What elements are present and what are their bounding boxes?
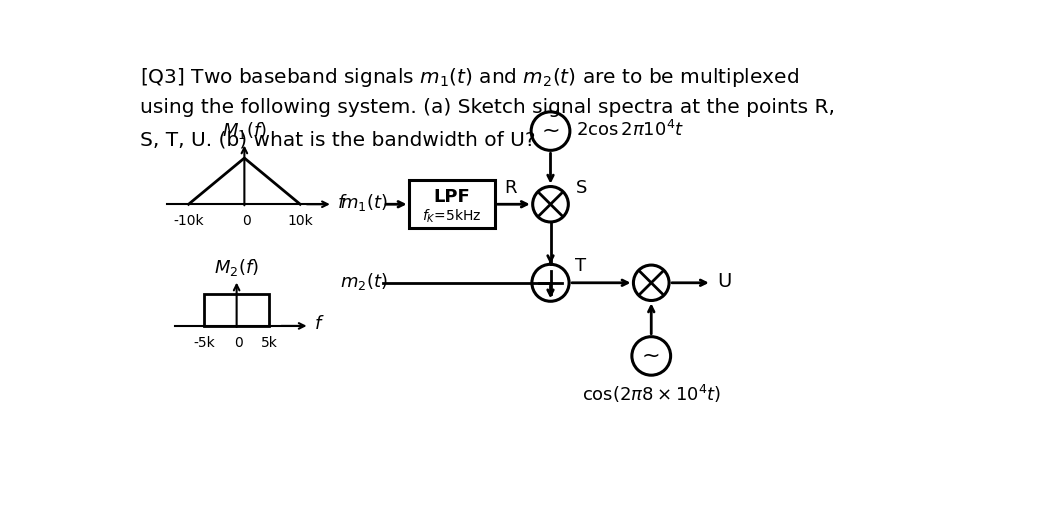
Text: 10k: 10k <box>287 214 313 228</box>
Text: S: S <box>577 179 587 197</box>
Bar <box>204 294 269 326</box>
Text: $\cos(2\pi 8\times 10^4 t)$: $\cos(2\pi 8\times 10^4 t)$ <box>582 383 721 405</box>
Text: 0: 0 <box>234 336 243 350</box>
Text: $f$: $f$ <box>337 194 347 212</box>
Text: -5k: -5k <box>193 336 215 350</box>
Text: R: R <box>504 179 516 197</box>
Text: $f$: $f$ <box>314 315 325 333</box>
Text: $m_2(t)$: $m_2(t)$ <box>340 271 388 292</box>
Text: ~: ~ <box>642 346 661 366</box>
Text: $M_2(f)$: $M_2(f)$ <box>214 257 259 278</box>
Text: [Q3] Two baseband signals $m_1(t)$ and $m_2(t)$ are to be multiplexed: [Q3] Two baseband signals $m_1(t)$ and $… <box>139 65 798 89</box>
Text: ~: ~ <box>541 121 560 141</box>
Text: -10k: -10k <box>173 214 204 228</box>
Text: $f_K$=5kHz: $f_K$=5kHz <box>422 208 482 225</box>
Text: LPF: LPF <box>434 187 471 205</box>
Text: T: T <box>576 257 586 275</box>
Text: U: U <box>717 272 732 291</box>
Text: 0: 0 <box>242 214 251 228</box>
Text: $M_1(f)$: $M_1(f)$ <box>222 120 267 141</box>
Text: $m_1(t)$: $m_1(t)$ <box>340 192 388 213</box>
Text: S, T, U. (b) what is the bandwidth of U?: S, T, U. (b) what is the bandwidth of U? <box>139 130 535 149</box>
Text: $2\cos 2\pi 10^4 t$: $2\cos 2\pi 10^4 t$ <box>577 119 684 140</box>
Text: 5k: 5k <box>261 336 278 350</box>
Text: using the following system. (a) Sketch signal spectra at the points R,: using the following system. (a) Sketch s… <box>139 98 834 117</box>
